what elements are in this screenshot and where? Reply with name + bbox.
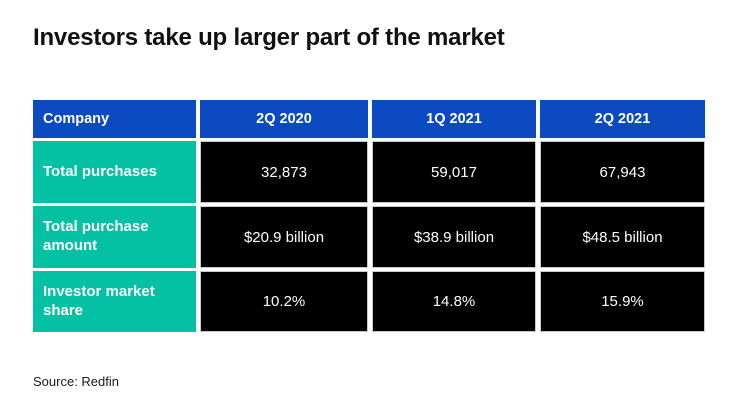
header-cell-2q2021: 2Q 2021 — [540, 100, 705, 138]
header-cell-1q2021: 1Q 2021 — [372, 100, 536, 138]
page-title: Investors take up larger part of the mar… — [33, 24, 505, 51]
value-total-purchases-2q2021: 67,943 — [540, 141, 705, 203]
value-total-purchases-1q2021: 59,017 — [372, 141, 536, 203]
value-market-share-2q2020: 10.2% — [200, 271, 368, 332]
row-label-total-purchases: Total purchases — [33, 141, 196, 203]
value-market-share-2q2021: 15.9% — [540, 271, 705, 332]
header-cell-company: Company — [33, 100, 196, 138]
value-purchase-amount-1q2021: $38.9 billion — [372, 206, 536, 268]
header-cell-2q2020: 2Q 2020 — [200, 100, 368, 138]
row-label-total-purchase-amount: Total purchase amount — [33, 206, 196, 268]
data-table: Company 2Q 2020 1Q 2021 2Q 2021 Total pu… — [33, 100, 705, 332]
value-total-purchases-2q2020: 32,873 — [200, 141, 368, 203]
source-note: Source: Redfin — [33, 374, 119, 389]
value-market-share-1q2021: 14.8% — [372, 271, 536, 332]
value-purchase-amount-2q2021: $48.5 billion — [540, 206, 705, 268]
value-purchase-amount-2q2020: $20.9 billion — [200, 206, 368, 268]
row-label-investor-market-share: Investor market share — [33, 271, 196, 332]
